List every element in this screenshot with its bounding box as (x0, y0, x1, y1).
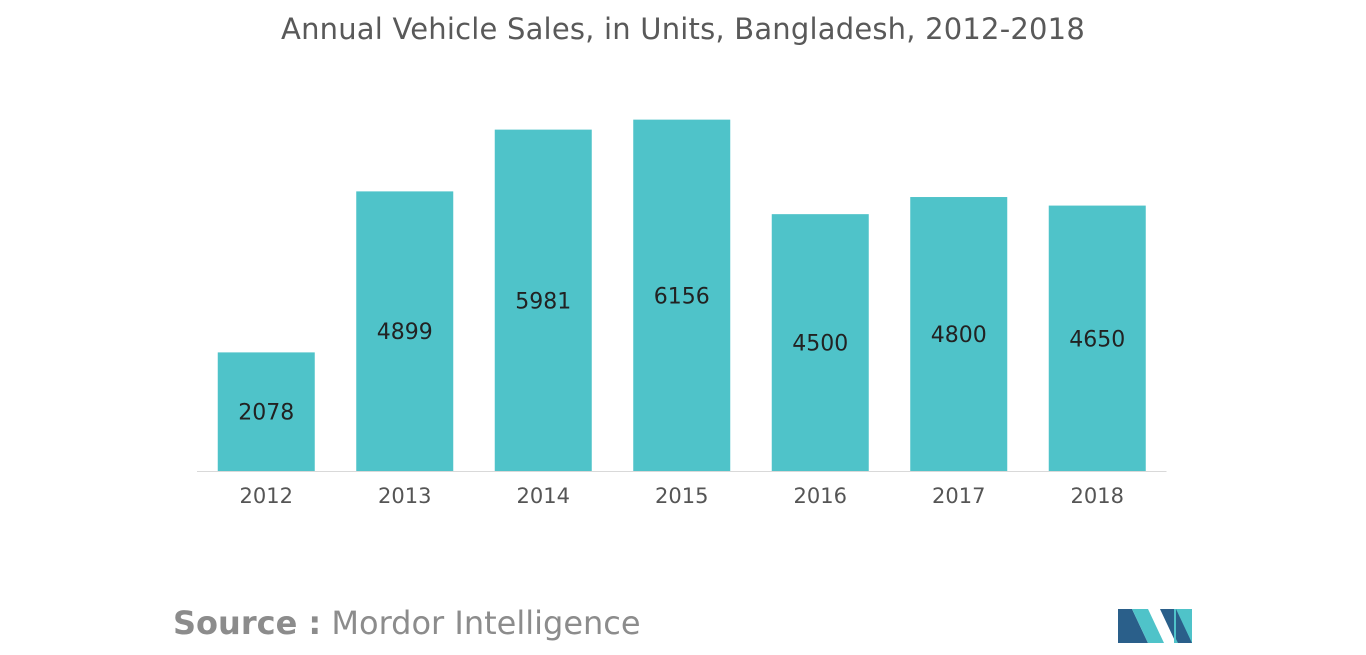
source-note: Source : Mordor Intelligence (173, 604, 641, 642)
bar-chart: 2078 2012 4899 2013 5981 2014 6156 2015 4500 2016… (197, 119, 1167, 508)
x-tick-label-2018: 2018 (1071, 484, 1124, 508)
x-tick-label-2015: 2015 (655, 484, 708, 508)
bar-2016 (771, 214, 869, 471)
data-label-2013: 4899 (377, 320, 433, 345)
bar-2012 (217, 352, 315, 471)
x-tick-label-2013: 2013 (378, 484, 431, 508)
source-label: Source : (173, 604, 322, 642)
data-label-2017: 4800 (931, 323, 987, 348)
bar-2017 (910, 197, 1008, 471)
x-tick-label-2012: 2012 (240, 484, 293, 508)
data-label-2012: 2078 (238, 401, 294, 426)
chart-title: Annual Vehicle Sales, in Units, Banglade… (281, 12, 1085, 46)
x-tick-label-2016: 2016 (794, 484, 847, 508)
mordor-intelligence-logo-icon (1118, 609, 1192, 643)
data-label-2015: 6156 (654, 284, 710, 309)
bar-2018 (1048, 205, 1146, 472)
data-label-2018: 4650 (1069, 327, 1125, 352)
data-label-2016: 4500 (792, 332, 848, 357)
x-tick-label-2017: 2017 (932, 484, 985, 508)
bar-2015 (633, 119, 731, 471)
bar-2013 (356, 191, 454, 471)
source-value: Mordor Intelligence (331, 604, 641, 642)
data-label-2014: 5981 (515, 289, 571, 314)
x-tick-label-2014: 2014 (517, 484, 570, 508)
bar-2014 (494, 129, 592, 471)
